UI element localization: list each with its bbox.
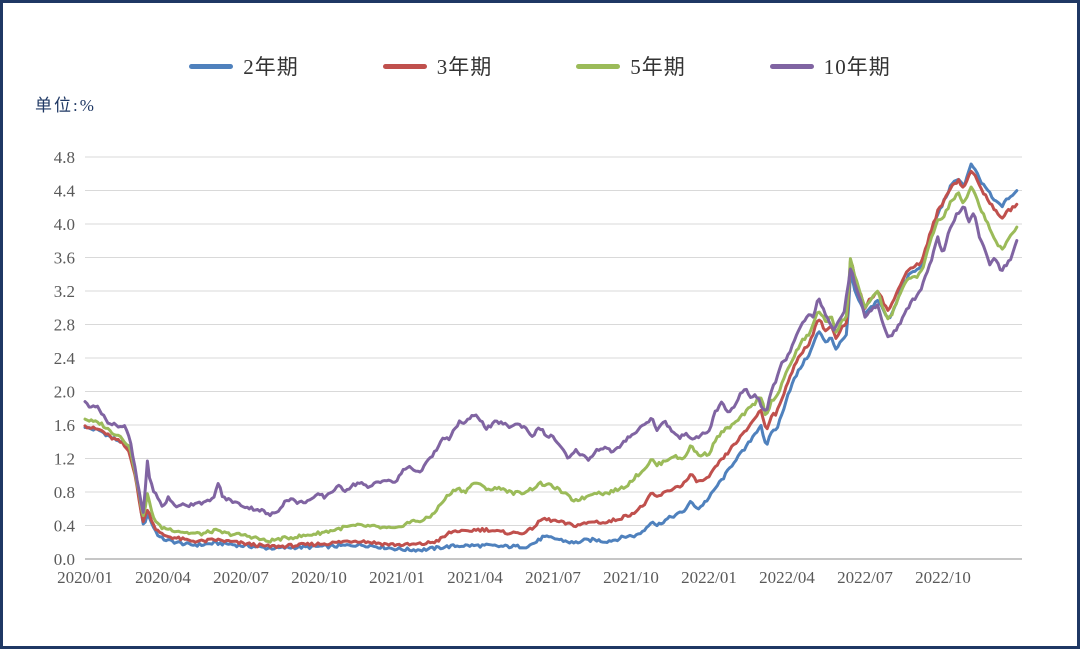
y-axis-tick-label: 0.8 [54, 483, 75, 502]
x-axis-tick-label: 2022/10 [915, 568, 971, 587]
unit-label: 单位:% [35, 96, 96, 115]
legend-item-5y: 5年期 [576, 51, 686, 81]
x-axis-tick-label: 2020/07 [213, 568, 269, 587]
y-axis-tick-label: 0.0 [54, 550, 75, 569]
legend-item-10y: 10年期 [769, 51, 891, 81]
y-axis-tick-label: 4.0 [54, 215, 75, 234]
y-axis-tick-label: 4.4 [54, 182, 76, 201]
x-axis-tick-label: 2022/01 [681, 568, 737, 587]
x-axis-tick-label: 2022/07 [837, 568, 893, 587]
legend-swatch-5y [576, 63, 621, 69]
x-axis-tick-label: 2020/04 [135, 568, 191, 587]
legend-label-5y: 5年期 [630, 55, 686, 79]
y-axis-tick-label: 2.0 [54, 383, 75, 402]
y-axis-tick-label: 2.4 [54, 349, 76, 368]
y-axis-tick-label: 2.8 [54, 316, 75, 335]
x-axis-tick-label: 2021/10 [603, 568, 659, 587]
series-line-5y [83, 185, 1019, 544]
y-axis-tick-label: 3.2 [54, 282, 75, 301]
y-axis-tick-label: 1.2 [54, 450, 75, 469]
y-axis-tick-label: 0.4 [54, 517, 76, 536]
x-axis-tick-label: 2021/04 [447, 568, 503, 587]
series-lines [83, 162, 1019, 553]
legend-item-3y: 3年期 [382, 51, 493, 81]
legend-swatch-3y [382, 63, 427, 69]
x-axis-tick-label: 2020/01 [57, 568, 113, 587]
legend-label-2y: 2年期 [243, 55, 299, 79]
series-line-10y [83, 205, 1019, 518]
legend-swatch-10y [769, 63, 814, 69]
x-axis-tick-label: 2021/01 [369, 568, 425, 587]
y-axis-tick-label: 4.8 [54, 148, 75, 167]
legend-swatch-2y [189, 63, 234, 69]
legend-label-3y: 3年期 [436, 55, 493, 79]
series-line-3y [83, 169, 1019, 550]
y-axis-tick-label: 3.6 [54, 249, 75, 268]
legend-label-10y: 10年期 [823, 55, 891, 79]
line-chart: 0.0 0.4 0.8 1.2 1.6 2.0 2.4 2.8 3.2 3.6 4.0 4.4 4.8 2… [54, 148, 1022, 587]
x-axis-tick-label: 2022/04 [759, 568, 815, 587]
legend: 2年期 3年期 5年期 10年期 [3, 51, 1077, 81]
y-axis-tick-label: 1.6 [54, 416, 75, 435]
x-axis-tick-label: 2020/10 [291, 568, 347, 587]
x-axis-tick-label: 2021/07 [525, 568, 581, 587]
legend-item-2y: 2年期 [189, 51, 299, 81]
